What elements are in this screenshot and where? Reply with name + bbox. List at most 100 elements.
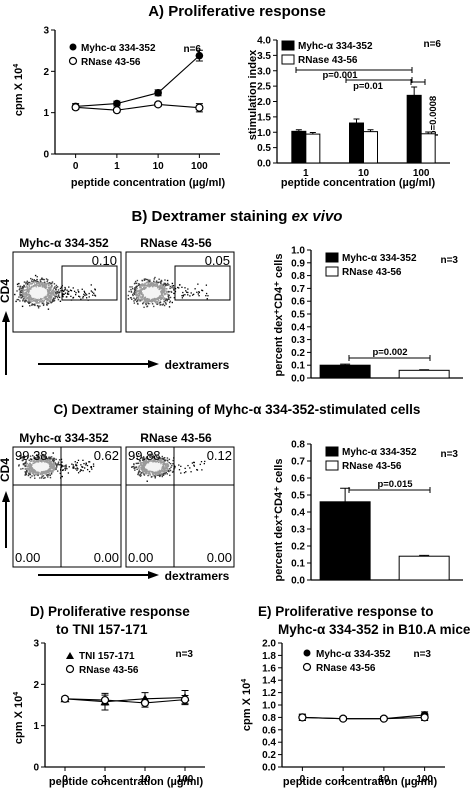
flow-event bbox=[137, 466, 140, 469]
flow-event bbox=[37, 291, 40, 293]
flow-event bbox=[149, 281, 152, 283]
flow-event bbox=[49, 296, 51, 298]
flow-event bbox=[73, 466, 75, 468]
flow-event bbox=[51, 299, 53, 301]
flow-event bbox=[159, 458, 162, 461]
flow-event bbox=[51, 470, 54, 472]
flow-event bbox=[72, 467, 74, 469]
quadrant-value: 0.00 bbox=[128, 550, 153, 565]
bracket-p-001 bbox=[295, 67, 413, 73]
flow-event bbox=[42, 475, 45, 477]
flow-event bbox=[161, 304, 164, 306]
flow-event bbox=[139, 463, 142, 465]
flow-event bbox=[33, 457, 35, 459]
flow-event bbox=[55, 286, 58, 289]
flow-event bbox=[40, 301, 42, 303]
flow-event bbox=[142, 290, 145, 292]
flow-event bbox=[148, 288, 150, 291]
flow-event bbox=[146, 458, 149, 460]
flow-event bbox=[140, 462, 143, 464]
flow-event bbox=[168, 296, 170, 299]
flow-event bbox=[55, 458, 57, 461]
flow-event bbox=[194, 288, 196, 290]
panel-c-bar-y-tick-label: 0.2 bbox=[291, 542, 305, 553]
flow-event bbox=[52, 458, 54, 460]
flow-event bbox=[164, 299, 167, 302]
flow-event bbox=[44, 456, 46, 458]
flow-event bbox=[34, 463, 36, 465]
cd4-arrowhead bbox=[2, 311, 10, 322]
flow-event bbox=[137, 471, 140, 473]
panel-e-heading-line2: Myhc-α 334-352 in B10.A mice bbox=[278, 622, 471, 637]
flow-event bbox=[63, 290, 65, 293]
flow-event bbox=[143, 462, 146, 465]
flow-event bbox=[157, 290, 159, 292]
flow-event bbox=[143, 459, 146, 461]
flow-event bbox=[41, 299, 44, 302]
flow-event bbox=[148, 466, 151, 468]
flow-event bbox=[48, 468, 50, 471]
flow-event bbox=[184, 287, 186, 289]
flow-event bbox=[136, 468, 138, 471]
flow-event bbox=[135, 290, 138, 293]
flow-event bbox=[43, 469, 45, 472]
flow-event bbox=[144, 300, 146, 303]
flow-event bbox=[38, 458, 41, 460]
panel-e-xlabel: peptide concentration (µg/ml) bbox=[283, 776, 438, 788]
legend-label: RNase 43-56 bbox=[81, 57, 141, 68]
flow-event bbox=[31, 464, 33, 467]
flow-event bbox=[91, 468, 93, 470]
flow-event bbox=[24, 465, 26, 468]
flow-event bbox=[33, 289, 35, 291]
flow-event bbox=[154, 298, 157, 300]
flow-event bbox=[155, 286, 158, 289]
flow-event bbox=[157, 293, 160, 296]
flow-event bbox=[159, 474, 161, 476]
flow-event bbox=[32, 281, 35, 284]
panel-c-bar-chart: percent dex⁺CD4⁺ cells n=3 Myhc-α 334-35… bbox=[273, 440, 463, 587]
flow-events bbox=[18, 452, 95, 479]
flow-event bbox=[142, 471, 144, 474]
flow-event bbox=[60, 286, 63, 288]
flow-event bbox=[152, 461, 154, 463]
flow-event bbox=[169, 296, 172, 299]
panel-e-line-chart: cpm X 104 peptide concentration (µg/ml) … bbox=[241, 639, 445, 788]
panel-b-bar-y-tick-label: 0.4 bbox=[291, 322, 305, 333]
flow-event bbox=[136, 296, 138, 298]
flow-event bbox=[140, 286, 142, 289]
flow-event bbox=[135, 282, 138, 285]
flow-event bbox=[191, 462, 194, 464]
flow-event bbox=[169, 287, 171, 290]
flow-event bbox=[59, 296, 61, 299]
flow-event bbox=[139, 300, 141, 302]
flow-event bbox=[48, 466, 50, 468]
flow-event bbox=[185, 290, 187, 292]
flow-event bbox=[144, 460, 146, 463]
panel-c-bar-y-tick-label: 0.6 bbox=[291, 474, 305, 485]
legend-swatch-white bbox=[325, 266, 339, 277]
flow-event bbox=[166, 464, 168, 466]
flow-event bbox=[155, 457, 158, 459]
flow-event bbox=[50, 461, 52, 463]
flow-event bbox=[36, 459, 39, 461]
flow-event bbox=[148, 464, 150, 467]
flow-event bbox=[146, 296, 148, 299]
flow-event bbox=[148, 290, 151, 293]
flow-event bbox=[48, 460, 51, 462]
flow-event bbox=[155, 471, 157, 473]
flow-event bbox=[40, 278, 43, 280]
flow-event bbox=[57, 298, 60, 301]
flow-event bbox=[144, 466, 147, 469]
flow-event bbox=[159, 285, 161, 287]
flow-event bbox=[127, 294, 129, 297]
flow-event bbox=[31, 292, 33, 294]
flow-event bbox=[45, 472, 48, 474]
panel-d-heading-line1: D) Proliferative response bbox=[30, 604, 190, 619]
flow-event bbox=[31, 278, 34, 281]
panel-d-legend: TNI 157-171 RNase 43-56 bbox=[65, 651, 139, 676]
flow-event bbox=[39, 284, 41, 287]
panel-a-line-point bbox=[71, 103, 80, 112]
flow-event bbox=[53, 464, 55, 466]
flow-event bbox=[39, 298, 42, 301]
flow-event bbox=[33, 459, 36, 461]
